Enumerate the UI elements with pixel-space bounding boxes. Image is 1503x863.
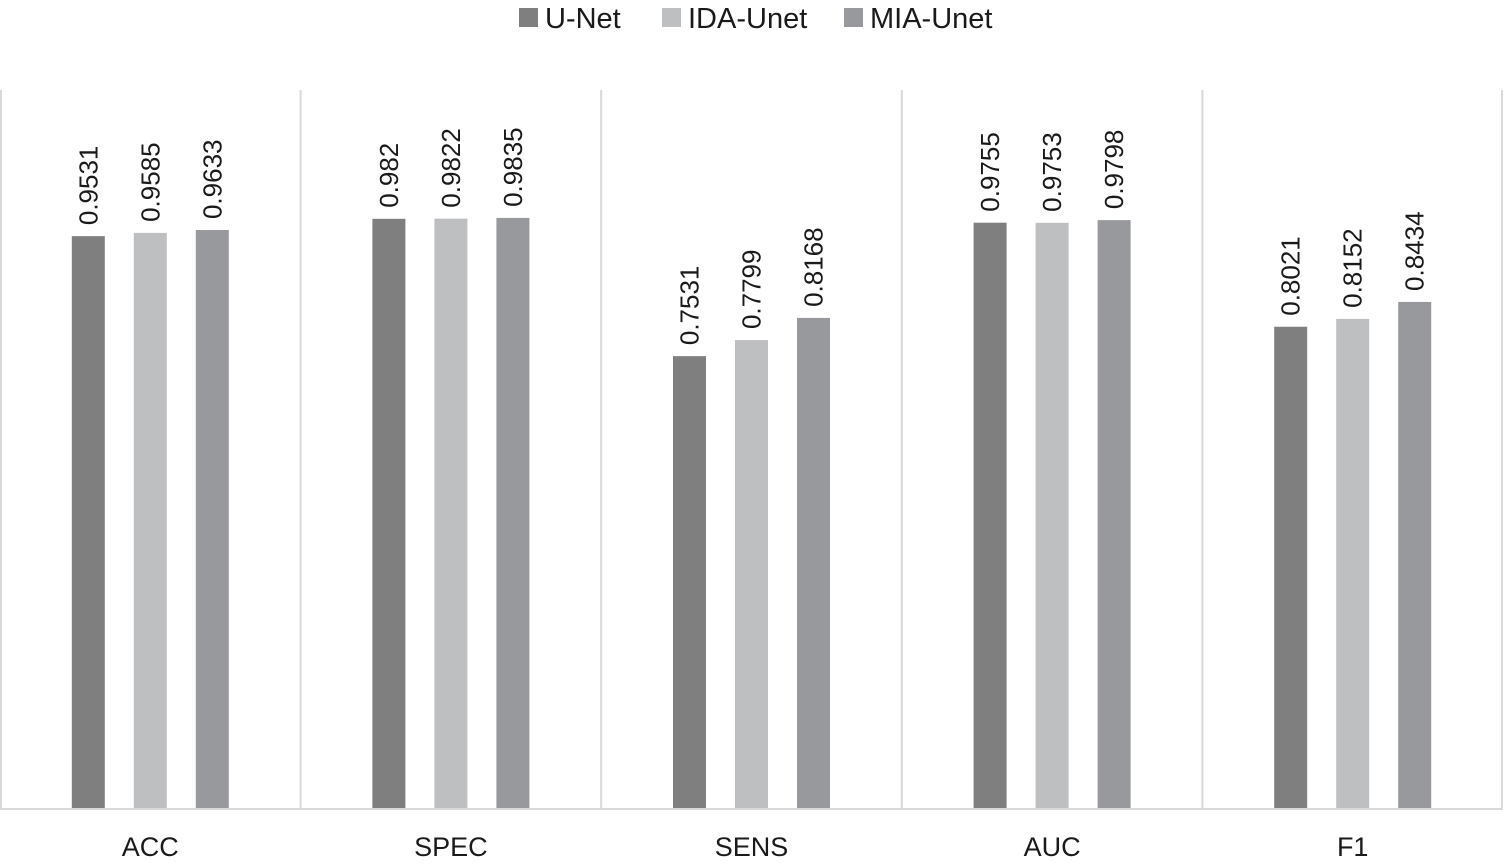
value-label: 0.982 bbox=[374, 143, 404, 208]
legend: U-Net IDA-Unet MIA-Unet bbox=[519, 3, 992, 35]
legend-swatch-ida-unet bbox=[662, 8, 681, 27]
bar-mia-unet-f1 bbox=[1398, 301, 1432, 808]
category-label-auc: AUC bbox=[1024, 832, 1081, 862]
value-label: 0.7799 bbox=[737, 250, 767, 330]
value-label: 0.9633 bbox=[197, 139, 227, 219]
value-label: 0.9753 bbox=[1037, 132, 1067, 212]
bar-ida-unet-acc bbox=[133, 232, 167, 808]
bar-ida-unet-spec bbox=[434, 218, 468, 808]
value-label: 0.8152 bbox=[1338, 228, 1368, 308]
value-label: 0.9835 bbox=[498, 127, 528, 207]
value-label: 0.7531 bbox=[675, 266, 705, 346]
value-label: 0.9531 bbox=[73, 146, 103, 226]
value-label: 0.9798 bbox=[1099, 130, 1129, 210]
legend-label-mia-unet: MIA-Unet bbox=[870, 3, 992, 35]
legend-swatch-u-net bbox=[519, 8, 538, 27]
bar-u-net-spec bbox=[372, 218, 406, 809]
category-label-sens: SENS bbox=[715, 832, 789, 862]
bar-ida-unet-f1 bbox=[1336, 318, 1370, 808]
bar-mia-unet-auc bbox=[1097, 220, 1131, 808]
bars bbox=[71, 217, 1432, 809]
bar-u-net-sens bbox=[673, 356, 706, 808]
value-label: 0.8021 bbox=[1276, 236, 1306, 316]
value-labels: 0.9531 0.9585 0.9633 0.982 0.9822 0.9835 0.753… bbox=[73, 127, 1429, 345]
bar-mia-unet-spec bbox=[496, 217, 530, 808]
value-label: 0.8434 bbox=[1400, 211, 1430, 291]
bar-u-net-acc bbox=[71, 236, 105, 808]
legend-label-ida-unet: IDA-Unet bbox=[688, 3, 807, 35]
bar-ida-unet-sens bbox=[735, 340, 768, 808]
legend-swatch-mia-unet bbox=[844, 8, 863, 27]
bar-ida-unet-auc bbox=[1035, 222, 1069, 808]
legend-label-u-net: U-Net bbox=[545, 3, 621, 35]
value-label: 0.8168 bbox=[799, 227, 829, 307]
bar-mia-unet-sens bbox=[797, 317, 830, 808]
category-labels: ACC SPEC SENS AUC F1 bbox=[122, 832, 1369, 862]
bar-u-net-f1 bbox=[1274, 326, 1308, 808]
value-label: 0.9755 bbox=[975, 132, 1005, 212]
category-separators bbox=[0, 90, 1503, 808]
value-label: 0.9822 bbox=[436, 128, 466, 208]
bar-u-net-auc bbox=[973, 222, 1007, 808]
category-label-f1: F1 bbox=[1337, 832, 1369, 862]
category-label-spec: SPEC bbox=[414, 832, 488, 862]
category-label-acc: ACC bbox=[122, 832, 179, 862]
value-label: 0.9585 bbox=[135, 142, 165, 222]
bar-mia-unet-acc bbox=[195, 230, 229, 808]
